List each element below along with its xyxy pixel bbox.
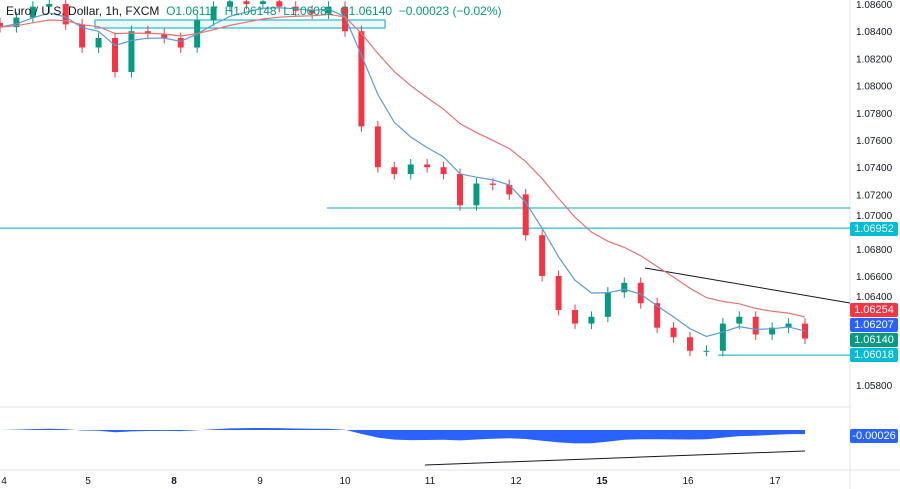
x-tick-label: 9	[257, 476, 263, 487]
candle-body	[13, 17, 20, 28]
y-tick-label: 1.06800	[856, 245, 893, 256]
oscillator-tag: -0.00026	[850, 429, 898, 443]
y-tick-label: 1.08000	[856, 82, 893, 93]
candle-body	[128, 31, 135, 72]
candle-body	[46, 4, 53, 7]
candle-body	[457, 174, 463, 206]
candle-body	[309, 10, 316, 14]
y-tick-label: 1.08600	[856, 0, 893, 11]
candle-body	[802, 323, 808, 339]
x-tick-label: 10	[339, 476, 351, 487]
candle-body	[62, 4, 69, 25]
candle-body	[161, 33, 168, 38]
slow-ma-line	[0, 13, 806, 318]
y-tick-label: 1.07600	[856, 136, 893, 147]
x-tick-label: 15	[596, 476, 608, 487]
candle-body	[79, 24, 86, 48]
x-tick-label: 4	[1, 476, 7, 487]
candle-body	[588, 316, 595, 324]
candle-body	[112, 38, 118, 72]
candle-body	[227, 1, 233, 7]
y-tick-label: 1.07400	[856, 163, 893, 174]
chart-legend: Euro / U.S. Dollar, 1h, FXCM O1.06117 H1…	[6, 4, 501, 18]
low-value: L1.06081	[283, 4, 334, 18]
trend-line	[644, 267, 851, 304]
y-tick-label: 1.08200	[856, 54, 893, 65]
y-tick-label: 1.07200	[856, 190, 893, 201]
oscillator-trend-line	[424, 450, 806, 466]
x-tick-label: 12	[510, 476, 522, 487]
high-value: H1.06148	[224, 4, 277, 18]
x-tick-label: 8	[171, 476, 177, 487]
candle-body	[769, 327, 776, 335]
last-price-tag: 1.06140	[850, 333, 898, 347]
candle-body	[637, 282, 644, 304]
x-tick-label: 17	[769, 476, 781, 487]
candle-body	[276, 1, 283, 7]
candle-body	[719, 323, 726, 351]
symbol-label: Euro / U.S. Dollar, 1h, FXCM	[6, 4, 160, 18]
candle-body	[259, 1, 266, 4]
candle-body	[177, 38, 184, 48]
ma-slow-tag: 1.06254	[850, 303, 898, 317]
candle-body	[785, 323, 792, 328]
candle-body	[407, 164, 414, 174]
candle-body	[489, 183, 496, 185]
y-tick-label: 1.06400	[856, 292, 893, 303]
candle-body	[210, 6, 217, 21]
x-tick-label: 11	[425, 476, 436, 487]
candle-body	[555, 276, 562, 310]
candle-body	[522, 194, 529, 236]
candle-body	[358, 31, 365, 127]
candle-body	[572, 310, 578, 324]
level-tag: 1.06952	[850, 222, 898, 236]
candle-body	[473, 183, 480, 206]
open-value: O1.06117	[166, 4, 218, 18]
candle-body	[539, 235, 546, 276]
change-value: −0.00023 (−0.02%)	[398, 4, 502, 18]
x-tick-label: 5	[85, 476, 91, 487]
oscillator-area	[0, 428, 805, 444]
y-tick-label: 1.08400	[856, 27, 893, 38]
candle-body	[752, 316, 759, 335]
candle-body	[654, 303, 661, 328]
fast-ma-line	[0, 7, 806, 338]
y-tick-label: 1.07000	[856, 211, 893, 222]
candle-body	[325, 6, 332, 14]
candle-body	[342, 6, 348, 32]
candle-body	[687, 337, 693, 351]
candle-body	[736, 316, 743, 324]
candle-body	[621, 282, 628, 293]
candle-body	[391, 167, 398, 174]
candle-body	[506, 184, 513, 195]
ma-fast-tag: 1.06207	[850, 318, 898, 332]
candle-body	[144, 31, 151, 34]
candle-body	[424, 164, 431, 168]
candle-body	[29, 6, 36, 18]
candle-body	[604, 292, 611, 317]
candle-body	[703, 350, 710, 352]
support-tag: 1.06018	[850, 348, 898, 362]
y-tick-label: 1.05800	[856, 381, 893, 392]
y-tick-label: 1.06600	[856, 272, 893, 283]
y-tick-label: 1.07800	[856, 109, 893, 120]
close-value: C1.06140	[340, 4, 393, 18]
candle-body	[374, 126, 381, 168]
candle-body	[0, 23, 3, 28]
candle-body	[95, 38, 102, 48]
candle-body	[440, 167, 447, 174]
candle-body	[243, 1, 250, 4]
candle-body	[670, 327, 677, 338]
x-tick-label: 16	[682, 476, 694, 487]
